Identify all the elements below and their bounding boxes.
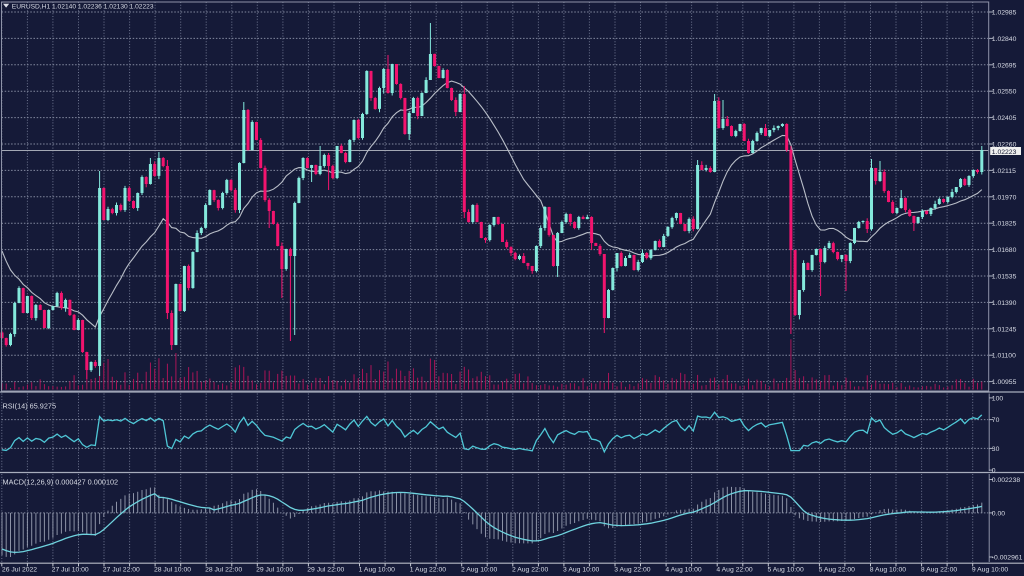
svg-text:1.01535: 1.01535 [992, 274, 1017, 281]
svg-text:4 Aug 22:00: 4 Aug 22:00 [716, 566, 753, 573]
svg-text:2 Aug 10:00: 2 Aug 10:00 [461, 566, 498, 573]
svg-text:2 Aug 22:00: 2 Aug 22:00 [512, 566, 549, 573]
svg-text:4 Aug 10:00: 4 Aug 10:00 [665, 566, 702, 573]
svg-text:1.02260: 1.02260 [992, 142, 1017, 149]
svg-text:1.01100: 1.01100 [992, 353, 1016, 360]
svg-text:1.01680: 1.01680 [992, 247, 1017, 254]
svg-text:RSI(14) 65.9275: RSI(14) 65.9275 [3, 402, 57, 411]
svg-text:100: 100 [992, 395, 1004, 402]
svg-text:1.02223: 1.02223 [992, 149, 1017, 156]
svg-text:70: 70 [992, 417, 1000, 424]
svg-text:29 Jul 10:00: 29 Jul 10:00 [256, 566, 293, 573]
svg-text:5 Aug 22:00: 5 Aug 22:00 [819, 566, 856, 573]
svg-text:29 Jul 22:00: 29 Jul 22:00 [307, 566, 344, 573]
svg-text:9 Aug 10:00: 9 Aug 10:00 [972, 566, 1009, 573]
svg-text:1.01825: 1.01825 [992, 221, 1017, 228]
svg-text:28 Jul 22:00: 28 Jul 22:00 [205, 566, 242, 573]
svg-text:1 Aug 22:00: 1 Aug 22:00 [410, 566, 447, 573]
svg-text:3 Aug 10:00: 3 Aug 10:00 [563, 566, 600, 573]
svg-text:27 Jul 10:00: 27 Jul 10:00 [52, 566, 89, 573]
svg-text:1.02695: 1.02695 [992, 62, 1017, 69]
svg-text:0: 0 [992, 468, 996, 475]
svg-text:8 Aug 22:00: 8 Aug 22:00 [921, 566, 958, 573]
svg-text:1.02840: 1.02840 [992, 36, 1017, 43]
svg-text:1.02115: 1.02115 [992, 168, 1016, 175]
svg-text:1 Aug 10:00: 1 Aug 10:00 [359, 566, 396, 573]
svg-text:26 Jul 2022: 26 Jul 2022 [2, 566, 37, 573]
svg-text:-0.002961: -0.002961 [992, 555, 1023, 562]
svg-text:3 Aug 22:00: 3 Aug 22:00 [614, 566, 651, 573]
svg-text:1.02405: 1.02405 [992, 115, 1017, 122]
svg-text:1.02550: 1.02550 [992, 89, 1017, 96]
svg-text:1.01970: 1.01970 [992, 194, 1017, 201]
svg-text:27 Jul 22:00: 27 Jul 22:00 [103, 566, 140, 573]
svg-text:1.01245: 1.01245 [992, 326, 1017, 333]
svg-text:1.02985: 1.02985 [992, 10, 1017, 17]
svg-text:5 Aug 10:00: 5 Aug 10:00 [767, 566, 804, 573]
svg-text:28 Jul 10:00: 28 Jul 10:00 [154, 566, 191, 573]
svg-text:MACD(12,26,9) 0.000427 0.00010: MACD(12,26,9) 0.000427 0.000102 [3, 477, 119, 486]
svg-text:EURUSD,H1 1.02140 1.02236 1.0: EURUSD,H1 1.02140 1.02236 1.02130 1.0222… [12, 4, 154, 11]
svg-text:1.01390: 1.01390 [992, 300, 1017, 307]
svg-text:0.00: 0.00 [992, 510, 1005, 517]
svg-text:8 Aug 10:00: 8 Aug 10:00 [870, 566, 907, 573]
svg-text:1.00955: 1.00955 [992, 379, 1017, 386]
svg-text:30: 30 [992, 446, 1000, 453]
svg-text:0.002238: 0.002238 [992, 477, 1021, 484]
